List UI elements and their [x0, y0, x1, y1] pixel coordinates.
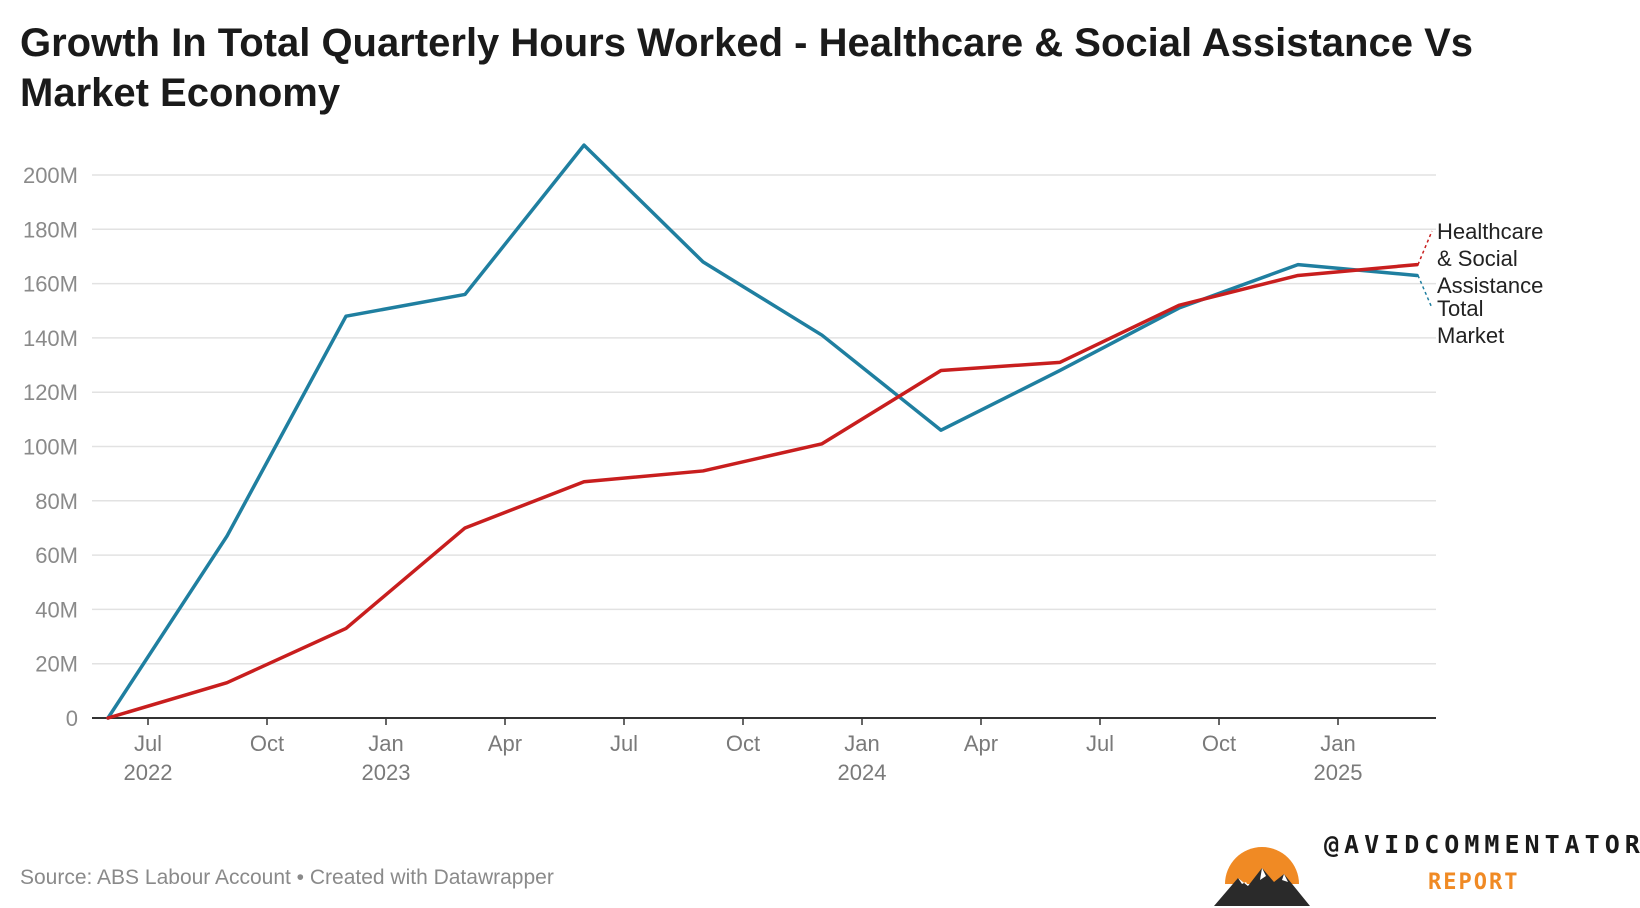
x-tick-month: Oct [1202, 731, 1236, 756]
series-line-healthcare-social-assistance [106, 262, 1419, 720]
line-chart: 0 20M 40M 60M 80M 100M 120M 140M 160M 180M 200M Ju… [23, 143, 1543, 785]
series-label: Healthcare [1437, 219, 1543, 244]
y-tick-label: 60M [35, 543, 78, 568]
source-note: Source: ABS Labour Account • Created wit… [20, 866, 554, 889]
y-tick-label: 160M [23, 272, 78, 297]
x-tick-month: Jan [844, 731, 879, 756]
x-tick-month: Oct [726, 731, 760, 756]
x-tick-year: 2025 [1314, 760, 1363, 785]
y-tick-label: 80M [35, 489, 78, 514]
x-tick-year: 2022 [124, 760, 173, 785]
brand-handle: @AVIDCOMMENTATOR [1324, 830, 1640, 859]
mountain-sun-icon [1214, 847, 1310, 906]
x-tick-month: Apr [488, 731, 522, 756]
x-tick-month: Jan [1320, 731, 1355, 756]
y-tick-label: 200M [23, 163, 78, 188]
x-axis-ticks: Jul 2022 Oct Jan 2023 Apr Jul Oct Jan 2024 Apr Jul O… [124, 718, 1363, 785]
x-tick-month: Apr [964, 731, 998, 756]
series-label: Total [1437, 296, 1483, 321]
y-tick-label: 0 [66, 706, 78, 731]
y-tick-label: 180M [23, 217, 78, 242]
y-axis-ticks: 0 20M 40M 60M 80M 100M 120M 140M 160M 180M 200M [23, 163, 78, 731]
brand-tagline: REPORT [1428, 870, 1520, 895]
y-tick-label: 140M [23, 326, 78, 351]
brand-logo: @AVIDCOMMENTATOR REPORT [1212, 826, 1640, 906]
y-tick-label: 20M [35, 652, 78, 677]
x-tick-month: Jul [610, 731, 638, 756]
x-tick-month: Jul [134, 731, 162, 756]
series-line-total-market [106, 143, 1419, 720]
y-tick-label: 100M [23, 435, 78, 460]
x-tick-month: Jul [1086, 731, 1114, 756]
series-label: & Social [1437, 246, 1518, 271]
series-lines [106, 143, 1419, 720]
x-tick-month: Oct [250, 731, 284, 756]
y-tick-label: 120M [23, 380, 78, 405]
x-tick-month: Jan [368, 731, 403, 756]
gridlines [92, 174, 1436, 719]
series-label-connector [1417, 230, 1433, 265]
series-label: Assistance [1437, 273, 1543, 298]
chart-title: Growth In Total Quarterly Hours Worked -… [20, 21, 1473, 115]
x-tick-year: 2024 [838, 760, 887, 785]
x-tick-year: 2023 [362, 760, 411, 785]
series-label-connector [1417, 275, 1433, 309]
y-tick-label: 40M [35, 597, 78, 622]
series-label: Market [1437, 323, 1504, 348]
